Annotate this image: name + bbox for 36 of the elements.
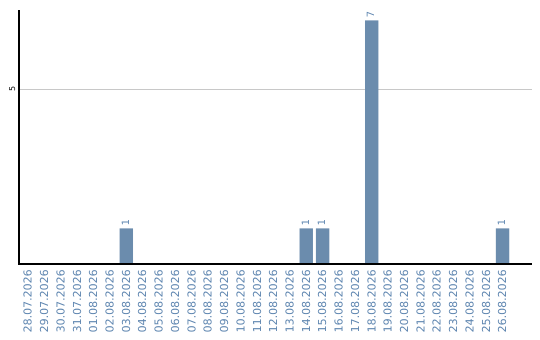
x-tick-label: 11.08.2026 xyxy=(250,269,264,332)
x-tick-label: 12.08.2026 xyxy=(267,269,280,332)
x-tick-label: 05.08.2026 xyxy=(152,269,166,332)
x-tick-label: 22.08.2026 xyxy=(430,269,444,332)
x-tick-label: 01.08.2026 xyxy=(87,269,100,332)
data-label: 7 xyxy=(366,11,378,18)
x-tick-label: 15.08.2026 xyxy=(316,269,330,332)
y-tick-label: 5 xyxy=(8,86,17,92)
x-tick-label: 09.08.2026 xyxy=(218,269,232,332)
x-tick-label: 13.08.2026 xyxy=(283,269,296,332)
x-tick-label: 24.08.2026 xyxy=(463,269,476,332)
data-label: 1 xyxy=(317,218,328,226)
x-tick-label: 16.08.2026 xyxy=(332,269,346,332)
x-tick-label: 06.08.2026 xyxy=(168,269,182,332)
x-tick-label: 23.08.2026 xyxy=(447,269,460,332)
x-tick-label: 21.08.2026 xyxy=(414,269,428,332)
x-tick-label: 10.08.2026 xyxy=(234,269,248,332)
x-tick-label: 18.08.2026 xyxy=(365,269,378,332)
x-tick-label: 20.08.2026 xyxy=(398,269,411,332)
x-tick-label: 07.08.2026 xyxy=(185,269,198,332)
x-tick-label: 17.08.2026 xyxy=(348,269,362,332)
x-tick-label: 14.08.2026 xyxy=(300,269,313,332)
data-label: 1 xyxy=(120,218,132,226)
x-tick-label: 29.07.2026 xyxy=(38,269,52,332)
x-tick-label: 25.08.2026 xyxy=(480,269,493,332)
x-tick-label: 30.07.2026 xyxy=(54,269,68,332)
x-tick-label: 19.08.2026 xyxy=(382,269,395,332)
x-tick-label: 08.08.2026 xyxy=(202,269,215,332)
data-label: 1 xyxy=(300,218,312,226)
x-tick-label: 26.08.2026 xyxy=(496,269,510,332)
x-tick-label: 28.07.2026 xyxy=(22,269,35,332)
data-label: 1 xyxy=(497,218,508,226)
x-tick-label: 31.07.2026 xyxy=(70,269,84,332)
x-tick-label: 02.08.2026 xyxy=(104,269,117,332)
x-tick-label: 03.08.2026 xyxy=(120,269,133,332)
x-tick-label: 04.08.2026 xyxy=(136,269,150,332)
